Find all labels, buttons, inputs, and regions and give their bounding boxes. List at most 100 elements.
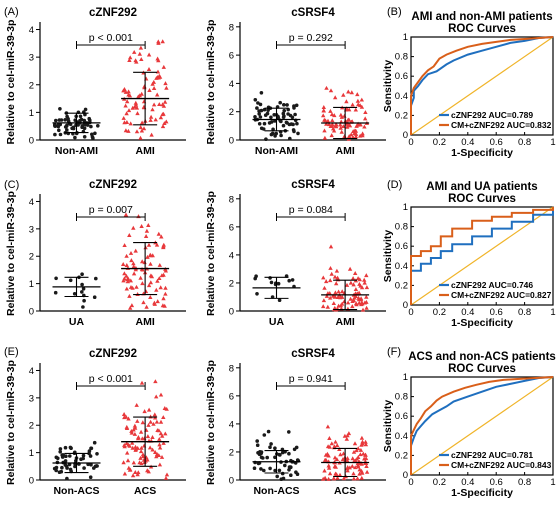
data-point xyxy=(146,407,152,412)
data-point xyxy=(271,127,275,132)
data-point xyxy=(324,279,329,284)
data-point xyxy=(155,428,160,432)
data-point xyxy=(329,133,334,138)
data-point xyxy=(351,476,357,481)
data-point xyxy=(144,228,150,233)
data-point xyxy=(331,128,337,133)
y-tick-label: 0 xyxy=(29,476,34,487)
y-tick-label: 1 xyxy=(403,32,408,43)
data-point xyxy=(89,124,93,129)
data-point xyxy=(162,99,168,104)
data-point xyxy=(161,245,166,250)
data-point xyxy=(125,99,130,104)
chart-title: AMI and UA patients ROC Curves xyxy=(426,181,537,205)
category-label: AMI xyxy=(135,316,154,328)
data-point xyxy=(72,292,77,296)
data-point xyxy=(121,262,126,266)
y-tick-label: 0.4 xyxy=(395,91,408,102)
data-point xyxy=(353,128,359,133)
data-point xyxy=(281,115,286,119)
roc-curve xyxy=(410,376,554,475)
data-point xyxy=(79,117,84,122)
data-point xyxy=(126,442,131,447)
data-point xyxy=(157,263,162,267)
data-point xyxy=(92,440,97,445)
data-point xyxy=(133,470,138,474)
data-point xyxy=(128,251,134,255)
x-tick-label: 0.4 xyxy=(461,477,474,488)
data-point xyxy=(124,263,129,267)
data-point xyxy=(359,97,364,102)
data-point xyxy=(63,445,68,450)
data-point xyxy=(159,455,165,459)
data-point xyxy=(135,472,140,477)
roc-curve xyxy=(410,376,554,475)
panel-label: (D) xyxy=(387,179,402,191)
data-point xyxy=(161,111,166,116)
x-tick-label: 0 xyxy=(408,137,413,148)
data-point xyxy=(255,443,260,448)
y-tick-label: 8 xyxy=(229,194,234,205)
data-point xyxy=(135,111,140,116)
data-point xyxy=(158,392,164,397)
data-point xyxy=(350,464,355,468)
legend-label: CM+cZNF292 AUC=0.843 xyxy=(451,460,552,470)
data-point xyxy=(163,431,168,436)
data-point xyxy=(53,290,58,295)
data-point xyxy=(268,445,272,450)
y-tick-label: 4 xyxy=(29,366,34,377)
data-point xyxy=(61,453,65,457)
x-tick-label: 0.6 xyxy=(490,307,503,318)
x-tick-label: 0.6 xyxy=(490,477,503,488)
data-point xyxy=(289,473,293,478)
data-point xyxy=(92,295,97,300)
data-point xyxy=(126,416,131,421)
x-tick-label: 1 xyxy=(550,137,555,148)
data-point xyxy=(121,412,127,416)
data-point xyxy=(278,119,283,123)
data-point xyxy=(338,122,343,127)
data-point xyxy=(330,118,335,123)
data-point xyxy=(339,129,344,134)
data-point xyxy=(154,242,160,247)
data-point xyxy=(123,103,128,108)
data-point xyxy=(131,225,136,230)
data-point xyxy=(253,276,257,281)
data-point xyxy=(329,112,335,117)
data-point xyxy=(157,442,162,447)
data-point xyxy=(160,39,165,44)
data-point xyxy=(258,115,263,119)
data-point xyxy=(151,421,156,426)
data-point xyxy=(353,301,359,306)
data-point xyxy=(345,117,351,122)
data-point xyxy=(332,274,338,279)
legend-label: cZNF292 AUC=0.746 xyxy=(451,280,533,290)
data-point xyxy=(288,465,293,469)
data-point xyxy=(127,293,132,298)
data-point xyxy=(360,133,365,138)
data-point xyxy=(123,128,129,133)
data-point xyxy=(333,439,338,444)
data-point xyxy=(341,124,346,128)
data-point xyxy=(80,282,84,287)
data-point xyxy=(356,295,361,300)
data-point xyxy=(88,454,93,458)
data-point xyxy=(152,300,157,305)
data-point xyxy=(81,456,85,461)
data-point xyxy=(126,89,131,94)
chart-title: cSRSF4 xyxy=(291,7,335,19)
data-point xyxy=(269,115,273,120)
y-axis-label: Sensitivity xyxy=(382,60,394,113)
data-point xyxy=(154,419,160,424)
data-point xyxy=(130,445,135,450)
data-point xyxy=(138,275,143,280)
data-point xyxy=(345,466,350,471)
data-point xyxy=(286,112,290,116)
data-point xyxy=(327,471,333,476)
data-point xyxy=(270,131,275,136)
data-point xyxy=(143,234,149,238)
data-point xyxy=(333,95,338,100)
roc-curve xyxy=(410,207,554,305)
y-tick-label: 0.6 xyxy=(395,241,408,252)
data-point xyxy=(145,254,150,259)
